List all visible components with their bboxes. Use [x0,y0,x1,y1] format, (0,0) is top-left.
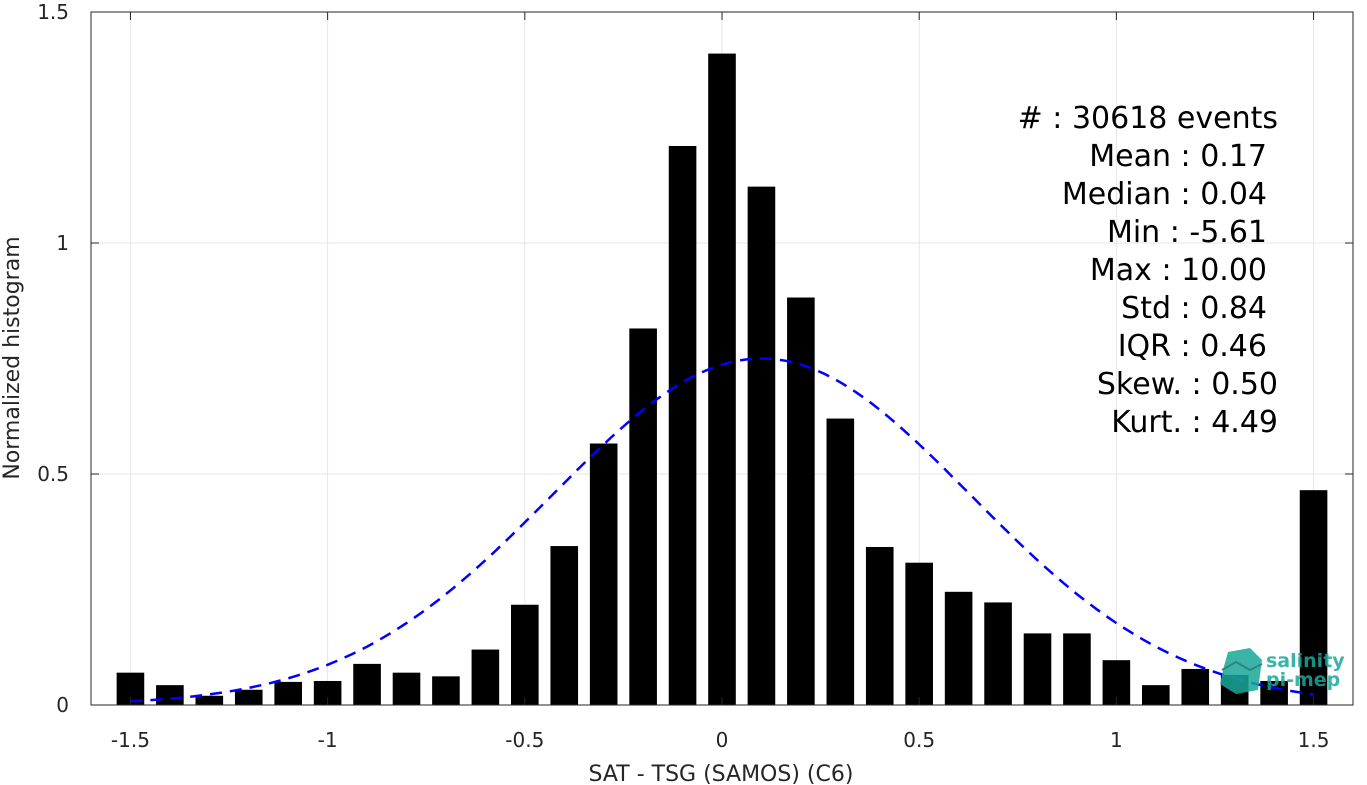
stats-min: Min : -5.61 [1107,215,1267,250]
histogram-bar [195,695,224,705]
x-tick-label: -1.5 [111,728,150,752]
histogram-bar [550,546,579,705]
histogram-bar [629,328,657,705]
stats-skew: Skew. : 0.50 [1097,367,1278,402]
x-tick-label: 0 [716,728,729,752]
histogram-bar [274,681,302,705]
stats-mean: Mean : 0.17 [1089,139,1267,174]
histogram-bar [944,591,973,705]
histogram-bars [116,53,1328,706]
histogram-bar [1181,668,1210,705]
stats-iqr: IQR : 0.46 [1118,329,1267,364]
axis-ticks [91,11,1353,706]
histogram-bar [234,689,263,705]
histogram-bar [392,672,421,705]
histogram-bar [353,663,381,705]
x-tick-label: 1 [1110,728,1123,752]
histogram-bar [984,602,1012,705]
y-tick-labels: 0 0.5 1 1.5 [37,0,69,717]
salinity-pimep-logo: salinity pi-mep [1220,648,1345,694]
logo-wave-icon [1220,648,1262,694]
x-tick-label: -1 [318,728,338,752]
x-tick-label: -0.5 [505,728,544,752]
histogram-bar [826,418,855,705]
y-tick-label: 1 [56,231,69,255]
histogram-bar [156,685,184,705]
gaussian-fit-curve [130,357,1314,703]
histogram-bar [905,562,933,705]
histogram-bar [787,297,815,705]
y-tick-label: 0.5 [37,462,69,486]
histogram-bar [865,546,894,705]
stats-events: # : 30618 events [1018,101,1278,136]
stats-std: Std : 0.84 [1121,291,1267,326]
x-tick-label: 0.5 [903,728,935,752]
histogram-bar [1063,633,1091,705]
histogram-bar [708,53,736,705]
histogram-bar [471,649,500,705]
stats-kurt: Kurt. : 4.49 [1111,405,1278,440]
y-axis-title: Normalized histogram [0,236,25,479]
x-tick-labels: -1.5 -1 -0.5 0 0.5 1 1.5 [111,728,1330,752]
y-tick-label: 0 [56,693,69,717]
histogram-bar [1142,685,1170,705]
histogram-bar [668,145,697,706]
histogram-bar [432,676,460,705]
histogram-bar [1023,633,1052,705]
x-axis-title: SAT - TSG (SAMOS) (C6) [589,762,854,785]
fit-curve-layer [130,357,1314,703]
histogram-bar [1299,490,1328,705]
histogram-bar [589,443,618,705]
y-tick-label: 1.5 [37,0,69,24]
histogram-bar [747,186,776,706]
stats-box: # : 30618 events Mean : 0.17 Median : 0.… [1018,101,1278,440]
histogram-bar [1260,680,1288,705]
x-tick-label: 1.5 [1298,728,1330,752]
logo-line1: salinity [1266,650,1345,672]
stats-max: Max : 10.00 [1090,253,1267,288]
stats-median: Median : 0.04 [1062,177,1267,212]
logo-wave-line-icon [1221,660,1263,672]
histogram-bar [511,604,539,705]
logo-line2: pi-mep [1266,669,1340,691]
